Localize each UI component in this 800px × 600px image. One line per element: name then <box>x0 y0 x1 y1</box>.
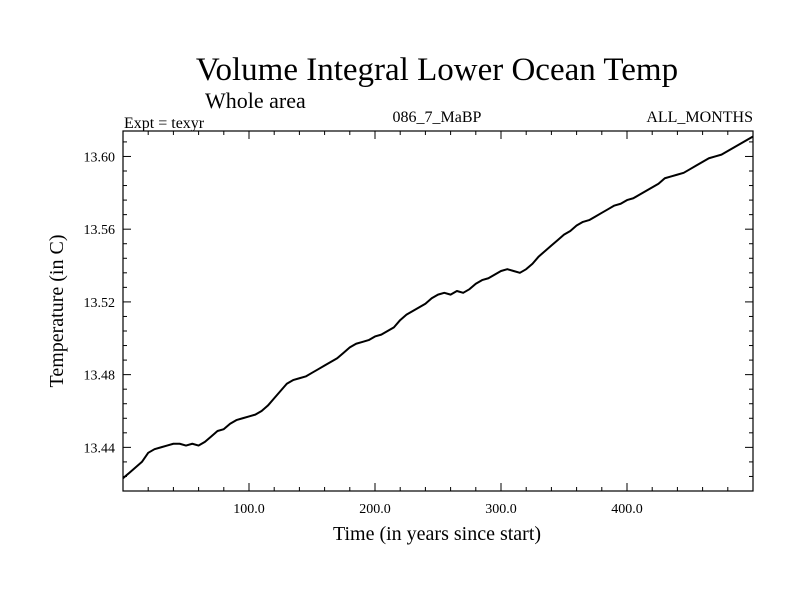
y-tick-label: 13.60 <box>84 150 116 165</box>
x-tick-label: 200.0 <box>359 502 391 517</box>
y-axis-label: Temperature (in C) <box>46 235 68 388</box>
y-tick-label: 13.56 <box>84 223 116 238</box>
x-tick-label: 400.0 <box>611 502 643 517</box>
y-tick-label: 13.48 <box>84 369 116 384</box>
run-label: 086_7_MaBP <box>393 109 482 126</box>
chart-title: Volume Integral Lower Ocean Temp <box>196 52 678 88</box>
experiment-label: Expt = texyr <box>124 115 205 132</box>
y-tick-label: 13.44 <box>84 441 116 456</box>
chart-subtitle: Whole area <box>205 88 306 113</box>
x-tick-label: 100.0 <box>233 502 265 517</box>
period-label: ALL_MONTHS <box>646 109 753 126</box>
x-axis-label: Time (in years since start) <box>333 523 541 545</box>
y-tick-label: 13.52 <box>84 296 116 311</box>
plot-frame <box>122 130 754 492</box>
x-axis: 100.0 200.0 300.0 400.0 <box>147 131 729 517</box>
temperature-series-line <box>122 135 754 480</box>
x-tick-label: 300.0 <box>485 502 517 517</box>
y-axis: 13.44 13.48 13.52 13.56 13.60 <box>84 141 753 492</box>
